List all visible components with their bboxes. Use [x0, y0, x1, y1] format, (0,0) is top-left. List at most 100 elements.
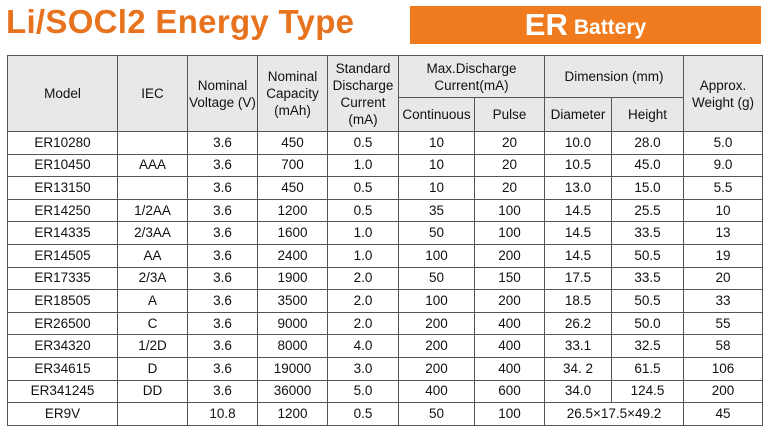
cell-pulse: 600 [473, 379, 546, 404]
cell-model: ER18505 [7, 289, 118, 313]
header: Li/SOCl2 Energy Type ER Battery [0, 0, 768, 48]
header-diameter: Diameter [544, 97, 613, 132]
cell-model: ER9V [7, 402, 118, 426]
cell-height: 61.5 [611, 356, 685, 381]
cell-weight: 45 [683, 402, 764, 426]
cell-capacity: 9000 [257, 311, 328, 336]
cell-diameter: 10.0 [544, 131, 613, 155]
table-row-er9v: ER9V 10.8 1200 0.5 50 100 26.5×17.5×49.2… [7, 402, 764, 426]
cell-continuous: 100 [398, 243, 475, 268]
cell-iec: 2/3AA [117, 221, 188, 245]
cell-weight: 13 [683, 221, 764, 245]
cell-continuous: 400 [398, 379, 475, 404]
cell-weight: 10 [683, 198, 764, 223]
cell-weight: 19 [683, 243, 764, 268]
cell-weight: 33 [683, 289, 764, 313]
cell-voltage: 3.6 [187, 311, 258, 336]
cell-model: ER26500 [7, 311, 118, 336]
cell-std-current: 1.0 [327, 153, 399, 178]
cell-continuous: 10 [398, 131, 475, 155]
cell-model: ER341245 [7, 379, 118, 404]
header-dimension: Dimension (mm) [544, 55, 685, 98]
header-std-current: Standard Discharge Current (mA) [327, 55, 399, 132]
cell-iec: AAA [117, 153, 188, 178]
cell-capacity: 1600 [257, 221, 328, 245]
cell-std-current: 0.5 [327, 131, 399, 155]
cell-weight: 5.0 [683, 131, 764, 155]
cell-continuous: 200 [398, 334, 475, 358]
cell-height: 15.0 [611, 176, 685, 200]
cell-capacity: 19000 [257, 356, 328, 381]
cell-iec: D [117, 356, 188, 381]
cell-height: 33.5 [611, 266, 685, 291]
cell-diameter: 34. 2 [544, 356, 613, 381]
cell-diameter: 17.5 [544, 266, 613, 291]
cell-iec: 1/2AA [117, 198, 188, 223]
cell-std-current: 2.0 [327, 311, 399, 336]
cell-model: ER34615 [7, 356, 118, 381]
table-row: ER34320 1/2D 3.6 8000 4.0 200 400 33.1 32.5 58 [7, 334, 764, 358]
header-iec: IEC [117, 55, 188, 132]
cell-weight: 9.0 [683, 153, 764, 178]
cell-voltage: 3.6 [187, 243, 258, 268]
cell-pulse: 400 [473, 311, 546, 336]
cell-model: ER14250 [7, 198, 118, 223]
table-row: ER14250 1/2AA 3.6 1200 0.5 35 100 14.5 25.5 10 [7, 198, 764, 223]
header-weight: Approx. Weight (g) [683, 55, 764, 132]
cell-std-current: 4.0 [327, 334, 399, 358]
table-row: ER26500 C 3.6 9000 2.0 200 400 26.2 50.0 55 [7, 311, 764, 336]
cell-iec [117, 131, 188, 155]
cell-capacity: 450 [257, 176, 328, 200]
cell-model: ER10450 [7, 153, 118, 178]
er-battery-banner: ER Battery [410, 6, 761, 44]
cell-weight: 58 [683, 334, 764, 358]
cell-std-current: 3.0 [327, 356, 399, 381]
cell-diameter: 13.0 [544, 176, 613, 200]
page-title: Li/SOCl2 Energy Type [6, 3, 355, 40]
table-row: ER341245 DD 3.6 36000 5.0 400 600 34.0 124.5 200 [7, 379, 764, 404]
cell-continuous: 50 [398, 221, 475, 245]
table-row: ER34615 D 3.6 19000 3.0 200 400 34. 2 61.5 106 [7, 356, 764, 381]
cell-pulse: 20 [473, 153, 546, 178]
cell-pulse: 20 [473, 131, 546, 155]
cell-pulse: 400 [473, 356, 546, 381]
cell-capacity: 1200 [257, 402, 328, 426]
header-voltage: Nominal Voltage (V) [187, 55, 258, 132]
cell-std-current: 1.0 [327, 243, 399, 268]
cell-iec [117, 402, 188, 426]
cell-model: ER17335 [7, 266, 118, 291]
header-capacity: Nominal Capacity (mAh) [257, 55, 328, 132]
cell-capacity: 8000 [257, 334, 328, 358]
cell-continuous: 200 [398, 356, 475, 381]
cell-height: 45.0 [611, 153, 685, 178]
cell-height: 28.0 [611, 131, 685, 155]
cell-iec: DD [117, 379, 188, 404]
cell-iec: C [117, 311, 188, 336]
cell-pulse: 100 [473, 221, 546, 245]
cell-std-current: 5.0 [327, 379, 399, 404]
cell-pulse: 200 [473, 243, 546, 268]
cell-pulse: 20 [473, 176, 546, 200]
cell-capacity: 36000 [257, 379, 328, 404]
table-row: ER13150 3.6 450 0.5 10 20 13.0 15.0 5.5 [7, 176, 764, 200]
table-row: ER10450 AAA 3.6 700 1.0 10 20 10.5 45.0 9.0 [7, 153, 764, 178]
cell-model: ER14505 [7, 243, 118, 268]
cell-diameter: 18.5 [544, 289, 613, 313]
cell-std-current: 2.0 [327, 289, 399, 313]
cell-voltage: 3.6 [187, 153, 258, 178]
cell-model: ER34320 [7, 334, 118, 358]
cell-model: ER13150 [7, 176, 118, 200]
cell-continuous: 50 [398, 266, 475, 291]
cell-diameter: 34.0 [544, 379, 613, 404]
cell-voltage: 3.6 [187, 176, 258, 200]
cell-iec: A [117, 289, 188, 313]
cell-continuous: 200 [398, 311, 475, 336]
cell-model: ER10280 [7, 131, 118, 155]
cell-voltage: 3.6 [187, 131, 258, 155]
cell-height: 124.5 [611, 379, 685, 404]
battery-spec-table: Model IEC Nominal Voltage (V) Nominal Ca… [7, 55, 764, 426]
table-row: ER10280 3.6 450 0.5 10 20 10.0 28.0 5.0 [7, 131, 764, 155]
cell-diameter: 14.5 [544, 198, 613, 223]
cell-weight: 106 [683, 356, 764, 381]
header-max-discharge: Max.Discharge Current(mA) [397, 55, 546, 98]
